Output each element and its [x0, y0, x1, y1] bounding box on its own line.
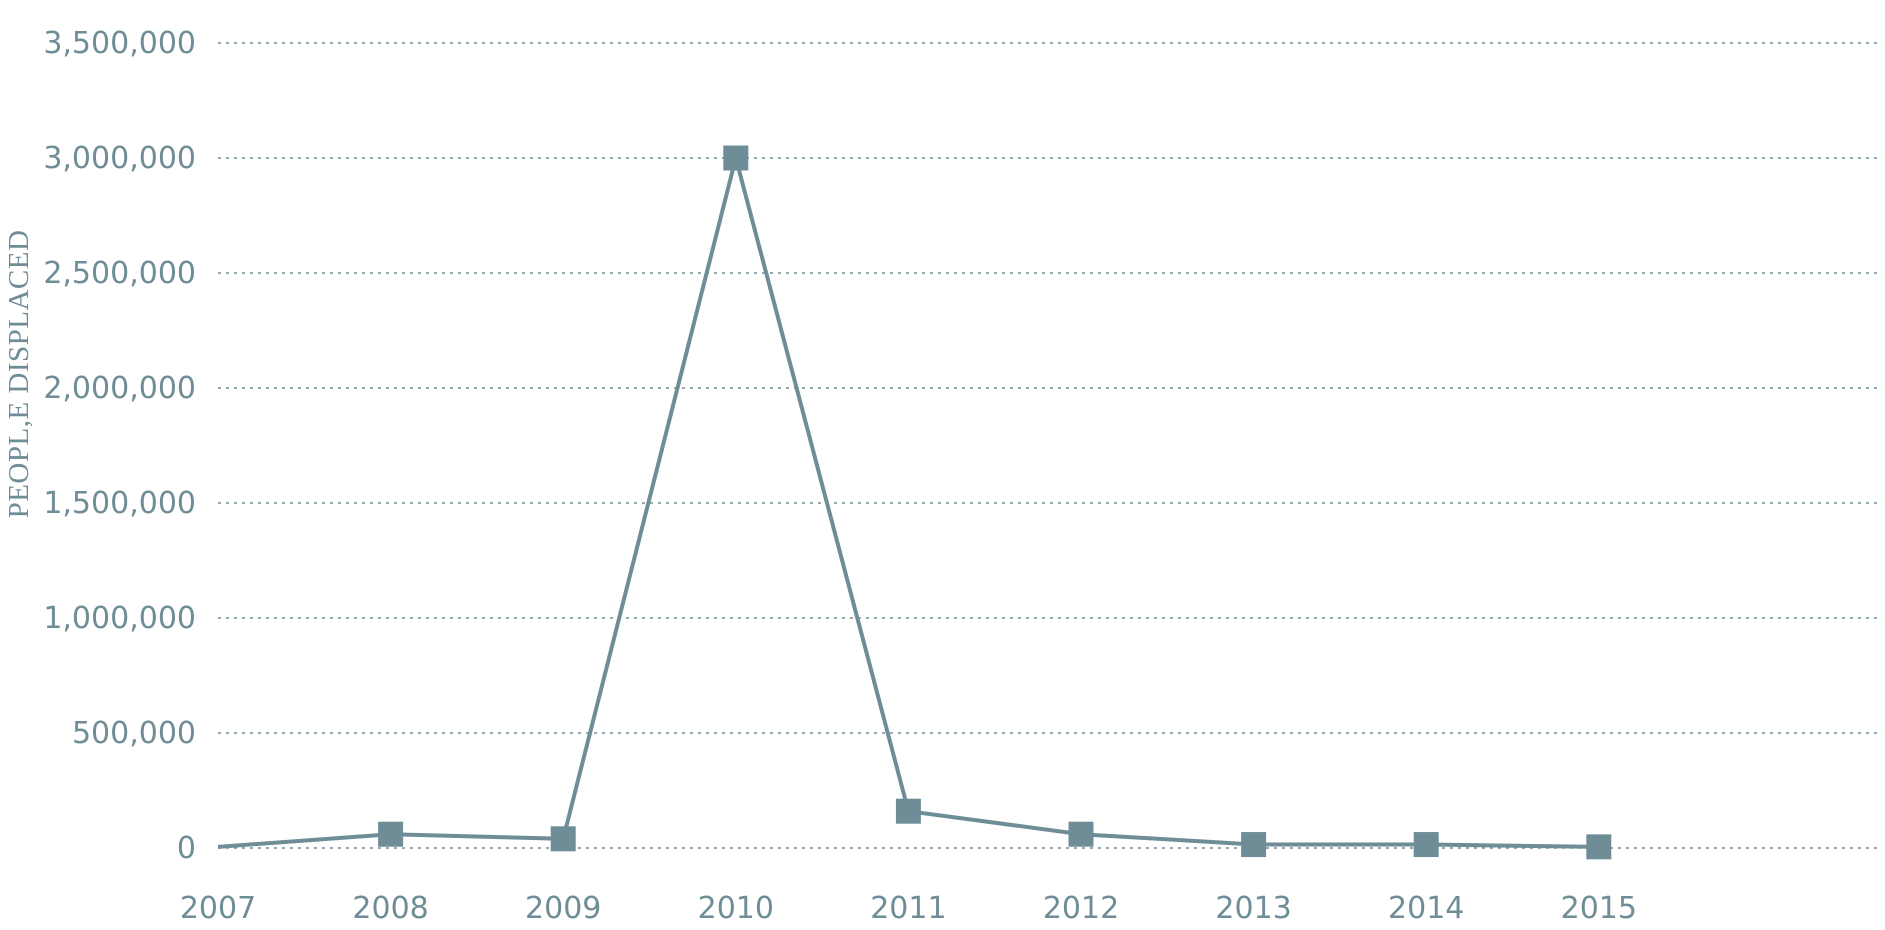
- y-tick-label: 3,500,000: [43, 26, 196, 61]
- x-tick-label: 2009: [525, 891, 601, 926]
- data-point-marker: [723, 145, 749, 171]
- x-tick-label: 2014: [1388, 891, 1464, 926]
- data-point-marker: [895, 798, 921, 824]
- data-series: [217, 145, 1612, 860]
- gridlines: [218, 42, 1880, 849]
- x-tick-label: 2012: [1043, 891, 1119, 926]
- data-point-marker: [1241, 832, 1267, 858]
- x-tick-label: 2011: [870, 891, 946, 926]
- data-point-marker: [1586, 834, 1612, 860]
- y-tick-label: 3,000,000: [43, 141, 196, 176]
- x-tick-label: 2015: [1561, 891, 1637, 926]
- data-point-marker: [1068, 821, 1094, 847]
- x-axis-tick-labels: 2007 2008 2009 2010 2011 2012 2013 2014 2015: [180, 891, 1637, 926]
- y-axis-title: PEOPL,E DISPLACED: [3, 230, 35, 519]
- x-tick-label: 2008: [352, 891, 428, 926]
- data-point-marker: [550, 826, 576, 852]
- y-tick-label: 2,000,000: [43, 371, 196, 406]
- y-axis-tick-labels: 0 500,000 1,000,000 1,500,000 2,000,000 2,500…: [43, 26, 196, 866]
- y-tick-label: 0: [177, 831, 196, 866]
- y-tick-label: 2,500,000: [43, 256, 196, 291]
- x-tick-label: 2010: [698, 891, 774, 926]
- data-point-marker: [1413, 832, 1439, 858]
- y-tick-label: 1,000,000: [43, 601, 196, 636]
- y-tick-label: 1,500,000: [43, 486, 196, 521]
- data-point-marker: [378, 821, 404, 847]
- x-tick-label: 2007: [180, 891, 256, 926]
- y-tick-label: 500,000: [72, 716, 196, 751]
- x-tick-label: 2013: [1215, 891, 1291, 926]
